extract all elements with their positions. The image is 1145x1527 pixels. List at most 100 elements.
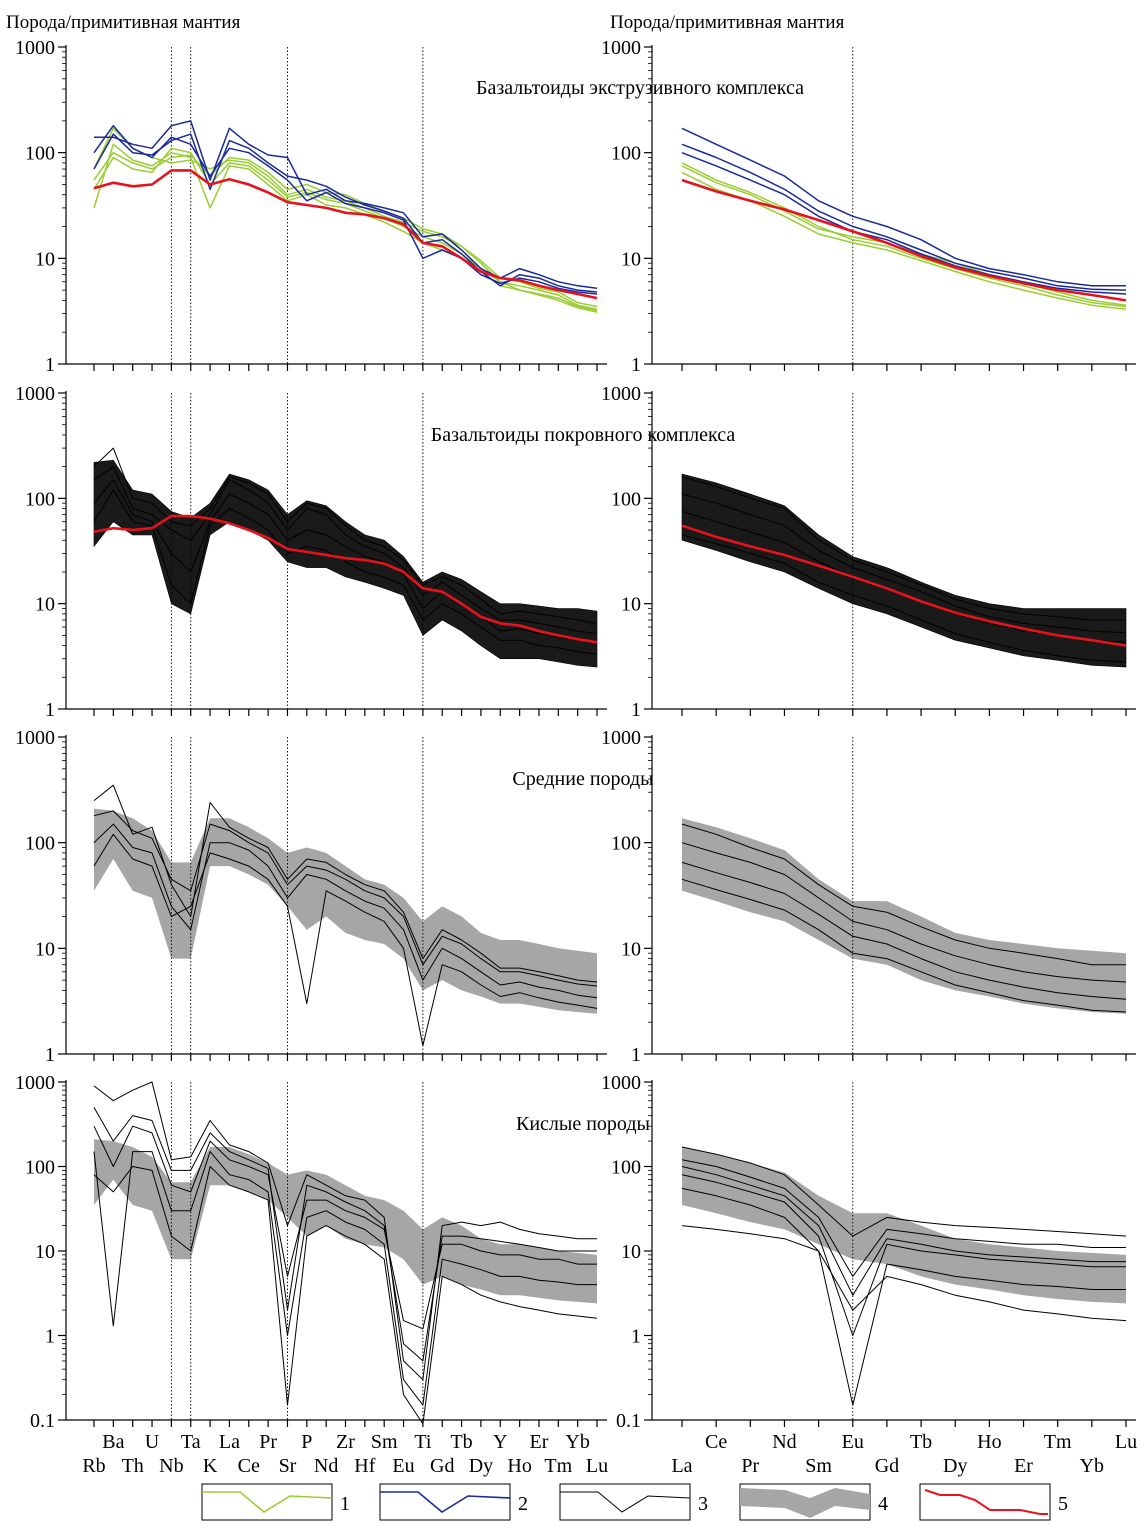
x-tick-label: Tb bbox=[910, 1431, 932, 1453]
panel-title: Кислые породы bbox=[516, 1113, 650, 1135]
series-line-group-5 bbox=[681, 178, 1127, 302]
series-line-group-3 bbox=[681, 476, 1126, 621]
series-line-group-1 bbox=[681, 162, 1127, 308]
x-tick-label: Lu bbox=[586, 1455, 608, 1477]
y-tick-label: 100 bbox=[611, 488, 641, 510]
x-tick-label: Zr bbox=[336, 1431, 355, 1453]
legend-item-4: 4 bbox=[739, 1483, 888, 1521]
y-tick-label: 100 bbox=[611, 833, 641, 855]
panels: 1 10 100 1000 Базальтоиды экструзивного комп… bbox=[15, 37, 1137, 1477]
series-line-group-1 bbox=[93, 143, 598, 313]
x-tick-label: Pr bbox=[741, 1455, 759, 1477]
x-tick-label: Tb bbox=[450, 1431, 472, 1453]
legend-label: 4 bbox=[878, 1493, 888, 1515]
y-tick-label: 0.1 bbox=[30, 1410, 55, 1432]
x-tick-label: Tm bbox=[1044, 1431, 1072, 1453]
field-group-4 bbox=[682, 818, 1126, 1014]
y-tick-label: 1000 bbox=[601, 37, 641, 59]
x-tick-label: Rb bbox=[82, 1455, 105, 1477]
series-line-group-2 bbox=[681, 143, 1127, 291]
legend-swatch-field bbox=[740, 1488, 870, 1518]
series-line-group-3 bbox=[681, 1187, 1126, 1406]
y-axis-label-right: Порода/примитивная мантия bbox=[610, 12, 845, 33]
series-line-group-3 bbox=[93, 1166, 598, 1425]
y-tick-label: 10 bbox=[621, 1241, 641, 1263]
series-line-group-3 bbox=[93, 810, 598, 987]
x-tick-label: Ti bbox=[414, 1431, 432, 1453]
x-tick-label: Ce bbox=[238, 1455, 260, 1477]
legend: 1 2 3 4 5 bbox=[201, 1483, 1068, 1521]
x-tick-label: Ta bbox=[181, 1431, 201, 1453]
x-tick-label: Ce bbox=[705, 1431, 727, 1453]
legend-box bbox=[379, 1483, 511, 1521]
series-line-group-3 bbox=[93, 833, 598, 1047]
x-tick-label: K bbox=[203, 1455, 218, 1477]
sample-envelope-group-3 bbox=[93, 459, 598, 668]
y-axis-label-left: Порода/примитивная мантия bbox=[6, 12, 241, 33]
x-tick-label: Sr bbox=[279, 1455, 297, 1477]
x-tick-label: Ba bbox=[102, 1431, 124, 1453]
series-line-group-3 bbox=[93, 1081, 597, 1381]
y-tick-label: 100 bbox=[611, 143, 641, 165]
legend-swatch-line bbox=[380, 1491, 511, 1513]
panel-title: Средние породы bbox=[512, 768, 653, 790]
legend-box bbox=[559, 1483, 691, 1521]
chart-panel-6: 0.1 1 10 100 1000 Кислые породы RbBaThUNbTaKLa… bbox=[15, 1072, 650, 1477]
legend-label: 1 bbox=[340, 1493, 350, 1515]
legend-box bbox=[919, 1483, 1051, 1521]
y-tick-label: 10 bbox=[621, 594, 641, 616]
legend-item-5: 5 bbox=[919, 1483, 1068, 1521]
y-tick-label: 10 bbox=[35, 1241, 55, 1263]
series-line-group-5 bbox=[681, 524, 1127, 647]
y-tick-label: 1000 bbox=[15, 1072, 55, 1094]
series-line-group-3 bbox=[93, 1107, 597, 1362]
series-line-group-3 bbox=[681, 1146, 1127, 1237]
y-tick-label: 10 bbox=[35, 938, 55, 960]
x-tick-label: Nd bbox=[314, 1455, 338, 1477]
x-tick-label: Yb bbox=[565, 1431, 589, 1453]
y-tick-label: 100 bbox=[25, 143, 55, 165]
field-group-4 bbox=[682, 1147, 1126, 1304]
series-line-group-1 bbox=[681, 165, 1127, 306]
x-tick-label: Nb bbox=[159, 1455, 183, 1477]
legend-label: 5 bbox=[1058, 1493, 1068, 1515]
y-tick-label: 1 bbox=[45, 354, 55, 376]
series-line-group-3 bbox=[681, 1166, 1126, 1296]
field-group-4 bbox=[94, 808, 597, 1014]
series-line-group-3 bbox=[93, 823, 598, 999]
sample-envelope-group-3 bbox=[681, 473, 1127, 668]
legend-swatch-line bbox=[560, 1491, 691, 1513]
x-tick-label: Dy bbox=[943, 1455, 967, 1477]
y-tick-label: 1000 bbox=[15, 383, 55, 405]
x-tick-label: Dy bbox=[469, 1455, 493, 1477]
series-line-group-3 bbox=[93, 479, 598, 644]
series-line-group-3 bbox=[681, 493, 1127, 634]
series-line-group-3 bbox=[681, 1159, 1126, 1277]
y-tick-label: 1000 bbox=[15, 727, 55, 749]
series-line-group-5 bbox=[93, 169, 598, 300]
y-tick-label: 1000 bbox=[601, 383, 641, 405]
series-line-group-2 bbox=[681, 127, 1126, 287]
x-tick-label: Y bbox=[493, 1431, 507, 1453]
x-tick-label: Eu bbox=[392, 1455, 414, 1477]
x-tick-label: Ho bbox=[977, 1431, 1001, 1453]
x-tick-label: Ho bbox=[507, 1455, 531, 1477]
y-tick-label: 1 bbox=[45, 1044, 55, 1066]
series-line-group-3 bbox=[681, 878, 1127, 1013]
legend-swatch-line bbox=[202, 1491, 333, 1513]
legend-label: 2 bbox=[518, 1493, 528, 1515]
x-tick-label: Yb bbox=[1080, 1455, 1104, 1477]
y-tick-label: 1 bbox=[631, 354, 641, 376]
series-line-group-5 bbox=[93, 514, 598, 644]
y-tick-label: 100 bbox=[25, 488, 55, 510]
chart-panel-7: 0.1 1 10 100 1000 La Ce Pr Nd Sm Eu Gd Tb Dy Ho Er Tm Yb L… bbox=[601, 1072, 1137, 1477]
series-line-group-3 bbox=[681, 861, 1127, 1000]
y-tick-label: 1000 bbox=[15, 37, 55, 59]
series-line-group-3 bbox=[93, 447, 598, 624]
chart-panel-0: 1 10 100 1000 Базальтоиды экструзивного комп… bbox=[15, 37, 804, 376]
chart-panel-5: 1 10 100 1000 bbox=[601, 727, 1136, 1066]
legend-item-2: 2 bbox=[379, 1483, 528, 1521]
panel-title: Базальтоиды экструзивного комплекса bbox=[476, 77, 804, 99]
chart-panel-2: 1 10 100 1000 Базальтоиды покровного комплек… bbox=[15, 383, 735, 721]
